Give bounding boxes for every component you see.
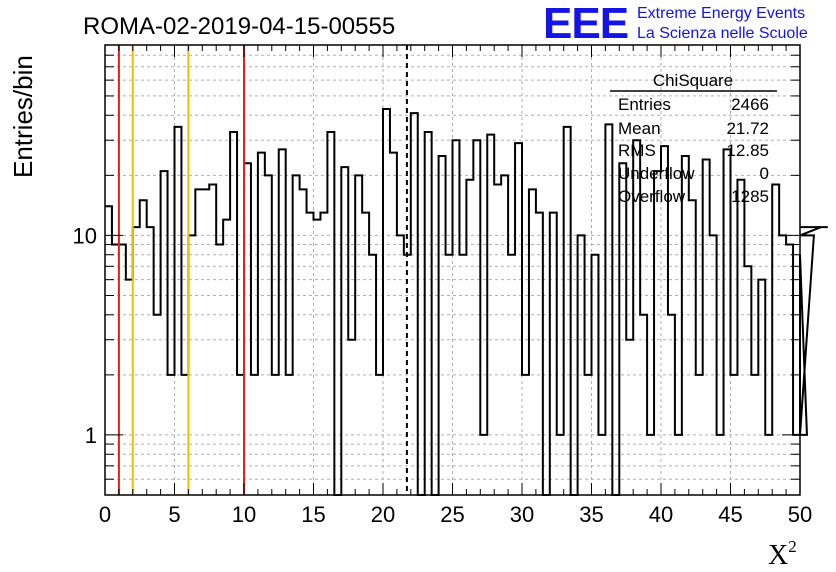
y-axis-label: Entries/bin bbox=[8, 55, 38, 178]
eee-logo-line1: Extreme Energy Events bbox=[637, 5, 805, 22]
x-tick-label: 40 bbox=[649, 502, 673, 527]
x-tick-label: 10 bbox=[232, 502, 256, 527]
x-tick-label: 35 bbox=[579, 502, 603, 527]
x-axis-label-base: X bbox=[768, 540, 788, 571]
x-tick-label: 50 bbox=[788, 502, 812, 527]
histogram-outline bbox=[105, 108, 828, 496]
x-tick-label: 15 bbox=[301, 502, 325, 527]
x-tick-label: 25 bbox=[440, 502, 464, 527]
y-tick-label: 10 bbox=[73, 223, 97, 248]
x-axis-label-exponent: 2 bbox=[788, 537, 797, 556]
x-axis-label: X2 bbox=[768, 537, 797, 571]
stats-underflow-value: 0 bbox=[760, 164, 769, 183]
stats-entries-label: Entries bbox=[618, 95, 671, 114]
x-tick-label: 20 bbox=[371, 502, 395, 527]
stats-overflow-value: 1285 bbox=[731, 187, 769, 206]
histogram-series bbox=[105, 108, 828, 496]
x-tick-label: 5 bbox=[168, 502, 180, 527]
stats-underflow-label: Underflow bbox=[618, 164, 695, 183]
stats-mean-label: Mean bbox=[618, 119, 661, 138]
stats-box: ChiSquare Entries 2466 Mean 21.72 RMS 12… bbox=[610, 71, 777, 206]
eee-logo-line2: La Scienza nelle Scuole bbox=[637, 25, 808, 42]
eee-logo-mark: EEE bbox=[543, 0, 628, 48]
axis-ticks: 0 5 10 15 20 25 30 35 40 45 50 1 10 bbox=[73, 44, 812, 527]
stats-entries-value: 2466 bbox=[731, 95, 769, 114]
stats-rms-label: RMS bbox=[618, 141, 656, 160]
marker-lines bbox=[117, 45, 408, 495]
eee-logo: EEE Extreme Energy Events La Scienza nel… bbox=[543, 0, 808, 48]
stats-rms-value: 12.85 bbox=[726, 141, 769, 160]
stats-title: ChiSquare bbox=[653, 71, 733, 90]
x-tick-label: 45 bbox=[718, 502, 742, 527]
stats-overflow-label: Overflow bbox=[618, 187, 686, 206]
chart-title: ROMA-02-2019-04-15-00555 bbox=[83, 13, 395, 40]
x-tick-label: 0 bbox=[99, 502, 111, 527]
x-tick-label: 30 bbox=[510, 502, 534, 527]
stats-mean-value: 21.72 bbox=[726, 119, 769, 138]
y-tick-label: 1 bbox=[85, 423, 97, 448]
